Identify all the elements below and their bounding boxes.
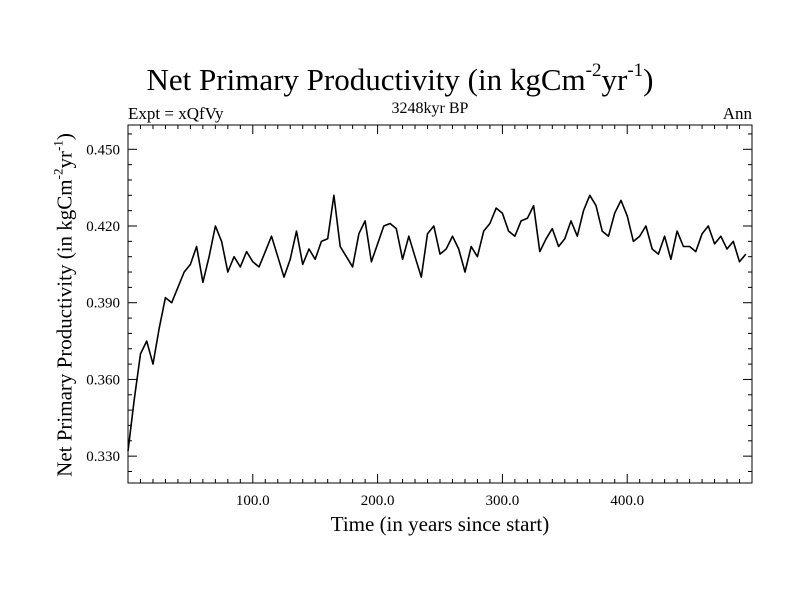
y-tick-label: 0.420 [86,219,120,235]
chart-title: Net Primary Productivity (in kgCm-2yr-1) [146,60,654,97]
period-label: 3248kyr BP [391,100,469,117]
x-tick-label: 400.0 [610,493,644,509]
y-tick-label: 0.390 [86,296,120,312]
y-tick-label: 0.360 [86,372,120,388]
x-tick-label: 300.0 [486,493,520,509]
y-tick-label: 0.450 [86,142,120,158]
npp-series-line [127,194,747,452]
y-tick-label: 0.330 [86,449,120,465]
axis-ticks [128,125,752,483]
plot-frame [127,124,753,484]
y-axis-label: Net Primary Productivity (in kgCm-2yr-1) [50,133,77,477]
x-axis-label: Time (in years since start) [330,512,550,536]
season-label: Ann [722,104,752,123]
tick-labels: 100.0 200.0 300.0 400.0 0.330 0.360 0.390 0.420… [86,142,644,509]
x-tick-label: 100.0 [236,493,270,509]
experiment-label: Expt = xQfVy [128,104,224,123]
x-tick-label: 200.0 [361,493,395,509]
